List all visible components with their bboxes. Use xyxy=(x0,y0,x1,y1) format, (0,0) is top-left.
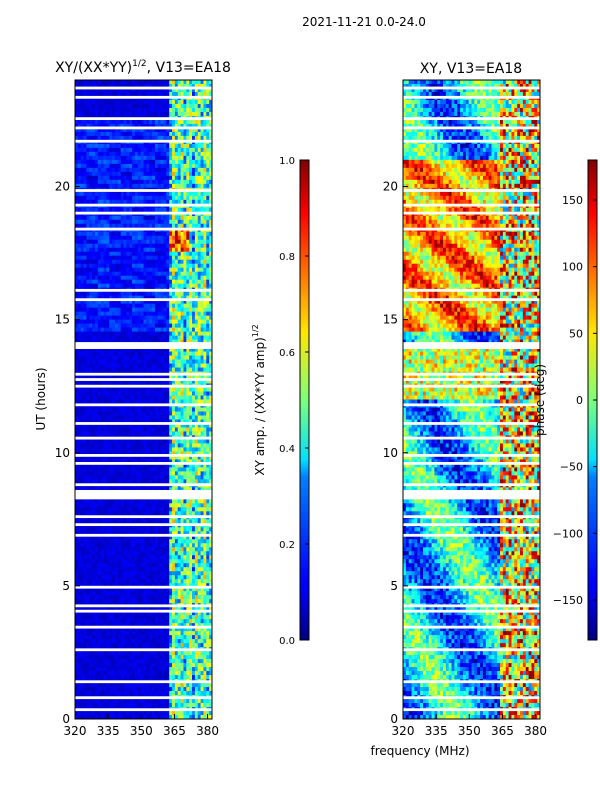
right-ytick-label: 0 xyxy=(390,712,398,726)
left-ytick-label: 20 xyxy=(55,180,70,194)
right-xlabel: frequency (MHz) xyxy=(370,744,469,758)
left-xtick-label: 320 xyxy=(64,724,87,738)
left-ytick-label: 0 xyxy=(62,712,70,726)
left-heatmap xyxy=(75,80,212,719)
right-colorbar-tick-label: 0 xyxy=(576,394,583,407)
left-xtick-label: 380 xyxy=(196,724,219,738)
left-xtick-label: 350 xyxy=(130,724,153,738)
right-colorbar-label: phase (deg) xyxy=(533,364,547,436)
left-ytick-label: 5 xyxy=(62,579,70,593)
left-ylabel: UT (hours) xyxy=(34,367,48,430)
left-axes-frame xyxy=(74,79,213,720)
right-colorbar-tick-label: −50 xyxy=(560,461,583,474)
left-colorbar-gradient xyxy=(299,159,310,641)
left-colorbar-tick-label: 0.8 xyxy=(279,252,295,263)
left-colorbar-ticks: 0.0 0.2 0.4 0.6 0.8 1.0 xyxy=(279,156,309,647)
right-colorbar-tick-label: 100 xyxy=(562,261,583,274)
right-colorbar-tick-label: 150 xyxy=(562,194,583,207)
left-title: XY/(XX*YY)1/2, V13=EA18 xyxy=(55,59,231,76)
left-xtick-label: 335 xyxy=(97,724,120,738)
left-colorbar-label: XY amp. / (XX*YY amp)1/2 xyxy=(251,324,267,475)
right-title: XY, V13=EA18 xyxy=(420,61,522,77)
right-colorbar-tick-label: −100 xyxy=(553,527,583,540)
right-ticks: 320 335 350 365 380 0 5 10 15 20 xyxy=(383,180,547,739)
left-colorbar-tick-label: 0.4 xyxy=(279,444,295,455)
left-ytick-label: 15 xyxy=(55,313,70,327)
left-ytick-label: 10 xyxy=(55,446,70,460)
right-axes-frame xyxy=(402,79,541,720)
right-xtick-label: 365 xyxy=(491,724,514,738)
figure-suptitle: 2021-11-21 0.0-24.0 xyxy=(302,15,426,29)
right-ytick-label: 5 xyxy=(390,579,398,593)
left-ticks: 320 335 350 365 380 0 5 10 15 20 xyxy=(55,180,219,739)
left-colorbar: 0.0 0.2 0.4 0.6 0.8 1.0 XY amp. / (XX*YY amp)… xyxy=(251,156,310,647)
right-xtick-label: 335 xyxy=(425,724,448,738)
left-panel: XY/(XX*YY)1/2, V13=EA18 320 335 350 365 380 0… xyxy=(34,59,231,738)
right-xtick-label: 320 xyxy=(392,724,415,738)
right-panel: XY, V13=EA18 320 335 350 365 380 0 5 10 15 20 fre… xyxy=(370,61,547,758)
left-colorbar-tick-label: 0.6 xyxy=(279,348,295,359)
right-ytick-label: 15 xyxy=(383,313,398,327)
left-colorbar-tick-label: 0.0 xyxy=(279,636,295,647)
right-colorbar-ticks: −150 −100 −50 0 50 100 150 xyxy=(553,194,597,607)
right-xtick-label: 350 xyxy=(458,724,481,738)
right-ytick-label: 10 xyxy=(383,446,398,460)
right-xtick-label: 380 xyxy=(524,724,547,738)
left-colorbar-tick-label: 0.2 xyxy=(279,540,295,551)
right-colorbar: −150 −100 −50 0 50 100 150 phase (deg) xyxy=(533,159,598,641)
right-ytick-label: 20 xyxy=(383,180,398,194)
right-heatmap xyxy=(403,80,540,719)
right-colorbar-tick-label: 50 xyxy=(569,327,583,340)
left-colorbar-tick-label: 1.0 xyxy=(279,156,295,167)
left-xtick-label: 365 xyxy=(163,724,186,738)
right-colorbar-tick-label: −150 xyxy=(553,594,583,607)
